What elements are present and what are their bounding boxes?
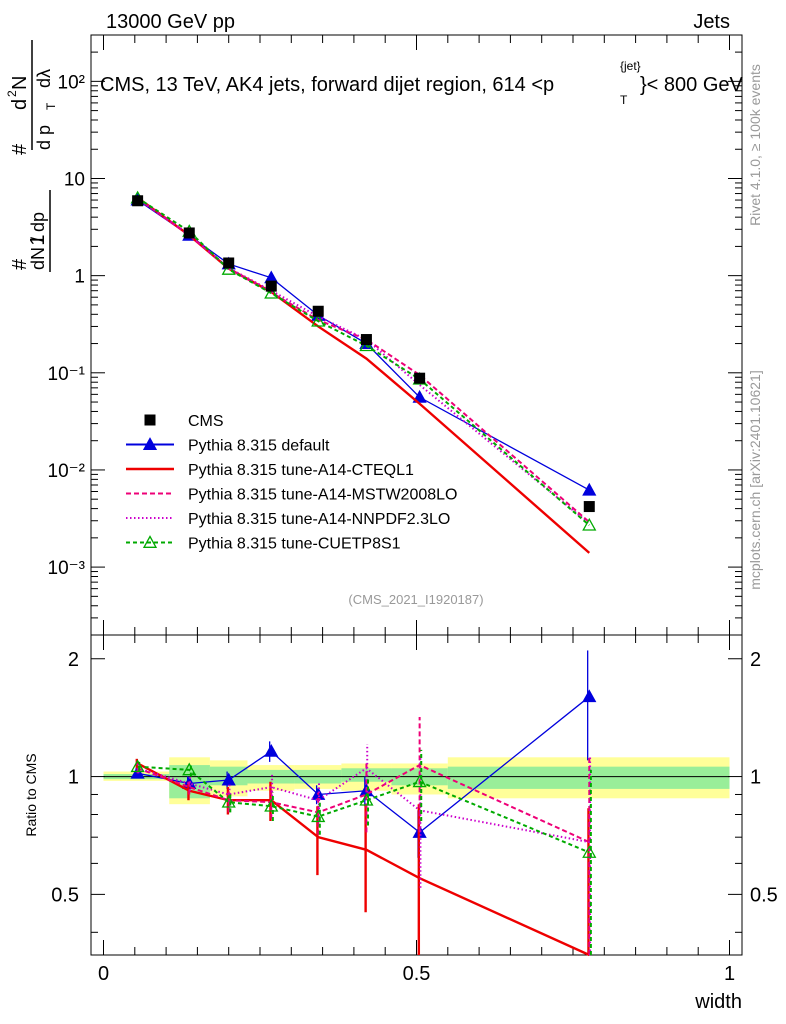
- main-marker-series-4: [582, 517, 597, 531]
- ratio-y-tick-label-right: 2: [750, 649, 761, 671]
- chart-title-sup: {jet}: [620, 59, 641, 73]
- main-line-series-4: [137, 197, 590, 526]
- cms-data-point: [414, 372, 426, 384]
- legend-label-5: Pythia 8.315 tune-CUETP8S1: [188, 536, 401, 553]
- ratio-marker-series-4: [182, 762, 197, 776]
- cms-data-point: [312, 305, 324, 317]
- ratio-marker-series-0: [264, 744, 279, 757]
- main-y-tick-label: 10²: [58, 72, 85, 93]
- chart-title-sub: T: [620, 93, 628, 107]
- main-y-tick-label: 10⁻²: [48, 461, 86, 482]
- series-2: [136, 197, 591, 955]
- ratio-line-series-2: [137, 763, 590, 844]
- chart-title-main: CMS, 13 TeV, AK4 jets, forward dijet reg…: [100, 74, 554, 96]
- svg-text:dλ: dλ: [34, 69, 54, 88]
- legend-marker-5: [142, 535, 158, 548]
- cms-data-point: [132, 195, 144, 207]
- x-tick-label: 0: [98, 963, 109, 985]
- legend-label-4: Pythia 8.315 tune-A14-NNPDF2.3LO: [188, 511, 450, 528]
- legend-label-3: Pythia 8.315 tune-A14-MSTW2008LO: [188, 487, 457, 504]
- legend-label-1: Pythia 8.315 default: [188, 438, 330, 455]
- legend-marker-0: [144, 414, 156, 426]
- legend-label-2: Pythia 8.315 tune-A14-CTEQL1: [188, 462, 414, 479]
- ratio-y-tick-label-left: 2: [68, 649, 79, 671]
- legend-marker-1: [142, 437, 158, 450]
- ratio-marker-series-4: [264, 798, 279, 812]
- ratio-marker-series-4: [130, 759, 145, 773]
- main-marker-series-4: [264, 285, 279, 299]
- svg-text:T: T: [44, 102, 58, 110]
- cms-data-point: [223, 257, 235, 269]
- ratio-marker-series-4: [359, 792, 374, 806]
- main-marker-series-0: [412, 389, 427, 403]
- mcplots-label: mcplots.cern.ch [arXiv:2401.10621]: [747, 370, 763, 589]
- main-y-tick-label: 10⁻³: [48, 558, 86, 579]
- svg-text:#: #: [9, 258, 31, 270]
- svg-text:1: 1: [27, 234, 49, 245]
- main-y-axis-label: # 1 dN / dp # d 2 N d p T dλ: [5, 40, 58, 272]
- ratio-y-tick-label-left: 0.5: [51, 884, 79, 906]
- ratio-line-series-1: [137, 762, 590, 957]
- svg-text:d: d: [9, 99, 31, 110]
- x-tick-label: 1: [724, 963, 735, 985]
- main-y-tick-label: 1: [74, 267, 85, 288]
- ratio-y-tick-label-left: 1: [68, 767, 79, 789]
- series-4: [130, 190, 597, 955]
- main-marker-series-4: [359, 338, 374, 352]
- rivet-label: Rivet 4.1.0, ≥ 100k events: [747, 64, 763, 226]
- ratio-line-series-4: [137, 765, 590, 854]
- chart-title: CMS, 13 TeV, AK4 jets, forward dijet reg…: [100, 59, 744, 107]
- ratio-marker-series-4: [221, 794, 236, 808]
- header-right: Jets: [693, 11, 730, 33]
- cms-data-point: [360, 334, 372, 346]
- ratio-marker-series-4: [582, 845, 597, 858]
- main-marker-series-4: [311, 313, 326, 327]
- header-left: 13000 GeV pp: [106, 11, 235, 33]
- ratio-marker-series-4: [412, 774, 427, 788]
- chart-title-end: }< 800 GeV: [640, 74, 744, 96]
- x-tick-label: 0.5: [403, 963, 431, 985]
- main-line-series-2: [137, 197, 590, 523]
- svg-text:CMS, 13 TeV, AK4 jets, forward: CMS, 13 TeV, AK4 jets, forward dijet reg…: [100, 74, 554, 96]
- ratio-y-axis-label: Ratio to CMS: [23, 753, 39, 836]
- ratio-y-tick-label-right: 1: [750, 767, 761, 789]
- main-marker-series-0: [582, 482, 597, 496]
- x-axis-label: width: [694, 991, 742, 1013]
- series-3: [137, 197, 592, 955]
- main-marker-series-4: [221, 262, 236, 275]
- ratio-y-tick-label-right: 0.5: [750, 884, 778, 906]
- ratio-line-series-3: [137, 767, 590, 844]
- main-y-tick-label: 10: [64, 170, 85, 191]
- ratio-marker-series-4: [311, 809, 326, 823]
- svg-text:N: N: [9, 76, 31, 90]
- svg-text:2: 2: [5, 90, 19, 97]
- main-line-series-3: [137, 197, 590, 525]
- series-1: [135, 196, 591, 957]
- cms-data-point: [265, 280, 277, 292]
- svg-text:d p: d p: [34, 125, 54, 150]
- analysis-id: (CMS_2021_I1920187): [348, 592, 483, 607]
- cms-data-point: [583, 501, 595, 513]
- main-y-tick-label: 10⁻¹: [48, 364, 86, 385]
- cms-data-point: [183, 227, 195, 239]
- svg-text:dN / dp: dN / dp: [28, 212, 48, 270]
- ratio-marker-series-0: [582, 689, 597, 703]
- ratio-line-series-0: [137, 696, 590, 834]
- legend-label-0: CMS: [188, 413, 224, 430]
- svg-text:#: #: [9, 143, 31, 155]
- legend: CMS Pythia 8.315 default Pythia 8.315 tune…: [126, 413, 457, 553]
